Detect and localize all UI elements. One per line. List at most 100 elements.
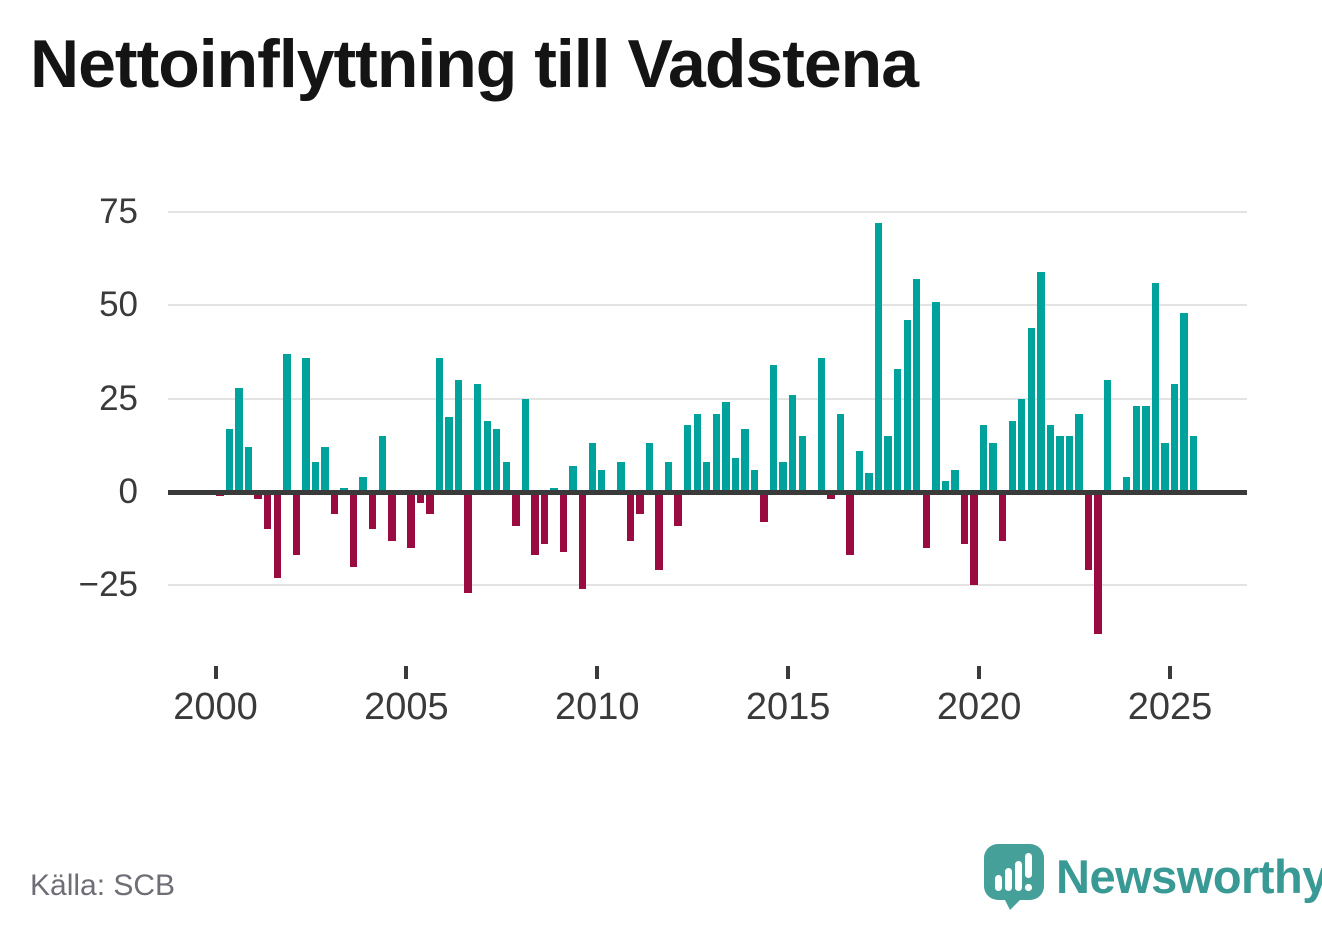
bar-2003Q1[interactable] [330, 492, 339, 515]
bar-2004Q2[interactable] [378, 436, 386, 492]
bar-2013Q2[interactable] [722, 402, 730, 492]
bar-2023Q2[interactable] [1103, 380, 1112, 492]
bar-2000Q2[interactable] [225, 428, 234, 492]
bar-2014Q1[interactable] [750, 469, 759, 492]
bar-2000Q3[interactable] [235, 387, 243, 492]
bar-2018Q3[interactable] [922, 492, 931, 548]
bar-2012Q2[interactable] [684, 424, 692, 492]
bar-2011Q1[interactable] [636, 492, 644, 515]
bar-2016Q1[interactable] [827, 492, 835, 500]
x-axis-tick-2010 [595, 666, 600, 679]
bar-2003Q3[interactable] [349, 492, 358, 567]
bar-2021Q1[interactable] [1018, 398, 1026, 492]
bar-2013Q1[interactable] [712, 413, 721, 492]
bar-2001Q1[interactable] [254, 492, 262, 500]
bar-2007Q1[interactable] [483, 421, 491, 492]
bar-2025Q2[interactable] [1180, 312, 1188, 492]
bar-2009Q1[interactable] [559, 492, 568, 552]
bar-2008Q2[interactable] [531, 492, 539, 556]
bar-2007Q2[interactable] [493, 428, 501, 492]
bar-2016Q3[interactable] [846, 492, 854, 556]
bar-2022Q2[interactable] [1065, 436, 1074, 492]
bar-2003Q4[interactable] [359, 477, 367, 492]
bar-2002Q1[interactable] [292, 492, 301, 556]
bar-2017Q2[interactable] [874, 223, 883, 492]
bar-2008Q3[interactable] [540, 492, 549, 545]
bar-2021Q4[interactable] [1046, 424, 1055, 492]
bar-2024Q4[interactable] [1161, 443, 1169, 492]
bar-2023Q4[interactable] [1123, 477, 1131, 492]
bar-2010Q3[interactable] [617, 462, 625, 492]
bar-2023Q1[interactable] [1094, 492, 1102, 634]
bar-2005Q3[interactable] [426, 492, 434, 515]
bar-2013Q3[interactable] [731, 458, 740, 492]
bar-2022Q3[interactable] [1075, 413, 1083, 492]
bar-2012Q1[interactable] [674, 492, 682, 526]
bar-2004Q1[interactable] [369, 492, 377, 530]
bar-2018Q2[interactable] [913, 279, 921, 492]
bar-2011Q4[interactable] [664, 462, 673, 492]
bar-2020Q3[interactable] [998, 492, 1007, 541]
bar-2018Q4[interactable] [932, 301, 940, 492]
bar-2006Q3[interactable] [464, 492, 472, 593]
bar-2021Q3[interactable] [1037, 271, 1045, 492]
bar-2016Q2[interactable] [836, 413, 845, 492]
bar-2017Q3[interactable] [884, 436, 892, 492]
bar-2024Q2[interactable] [1142, 406, 1150, 492]
bar-2025Q1[interactable] [1170, 383, 1179, 492]
bar-2012Q3[interactable] [693, 413, 701, 492]
bar-2011Q2[interactable] [645, 443, 654, 492]
bar-2021Q2[interactable] [1027, 327, 1036, 492]
bar-2019Q1[interactable] [941, 480, 950, 492]
bar-2006Q4[interactable] [474, 383, 482, 492]
bar-2004Q3[interactable] [388, 492, 396, 541]
bar-2002Q2[interactable] [302, 357, 310, 492]
bar-2019Q3[interactable] [960, 492, 969, 545]
bar-2009Q4[interactable] [588, 443, 596, 492]
bar-2009Q2[interactable] [569, 465, 577, 492]
bar-2022Q4[interactable] [1084, 492, 1093, 571]
bar-2017Q1[interactable] [865, 473, 873, 492]
bar-2025Q3[interactable] [1189, 436, 1198, 492]
bar-2014Q4[interactable] [779, 462, 787, 492]
bar-2008Q1[interactable] [521, 398, 530, 492]
bar-2010Q1[interactable] [598, 469, 606, 492]
bar-2000Q4[interactable] [244, 447, 253, 492]
bar-2015Q2[interactable] [798, 436, 806, 492]
bar-2002Q4[interactable] [321, 447, 329, 492]
bar-2007Q3[interactable] [502, 462, 511, 492]
bar-2024Q3[interactable] [1151, 283, 1160, 492]
bar-2001Q3[interactable] [273, 492, 281, 578]
bar-2006Q2[interactable] [454, 380, 463, 492]
bar-2015Q4[interactable] [817, 357, 826, 492]
bar-2005Q4[interactable] [435, 357, 444, 492]
bar-2009Q3[interactable] [579, 492, 587, 590]
bar-2006Q1[interactable] [445, 417, 453, 492]
bar-2014Q2[interactable] [760, 492, 768, 522]
bar-2013Q4[interactable] [741, 428, 749, 492]
bar-2014Q3[interactable] [769, 365, 778, 492]
bar-2019Q4[interactable] [970, 492, 978, 586]
bar-2016Q4[interactable] [855, 450, 864, 492]
bar-2007Q4[interactable] [512, 492, 520, 526]
bar-2017Q4[interactable] [893, 368, 902, 492]
bar-2001Q2[interactable] [264, 492, 272, 530]
bar-2005Q1[interactable] [407, 492, 415, 548]
bar-2024Q1[interactable] [1132, 406, 1140, 492]
bar-2002Q3[interactable] [311, 462, 320, 492]
bar-2010Q4[interactable] [626, 492, 635, 541]
bar-2018Q1[interactable] [903, 320, 911, 492]
bar-2001Q4[interactable] [283, 353, 291, 492]
bar-2020Q1[interactable] [979, 424, 988, 492]
bar-2022Q1[interactable] [1056, 436, 1064, 492]
newsworthy-logo[interactable]: Newsworthy [982, 842, 1322, 910]
bar-2019Q2[interactable] [951, 469, 959, 492]
x-axis-label-2000: 2000 [173, 686, 258, 728]
bar-2012Q4[interactable] [703, 462, 711, 492]
bar-2011Q3[interactable] [655, 492, 663, 571]
bar-2020Q2[interactable] [989, 443, 997, 492]
y-axis-label-75: 75 [99, 191, 138, 231]
bar-2005Q2[interactable] [416, 492, 425, 504]
bar-2020Q4[interactable] [1008, 421, 1016, 492]
bar-2015Q1[interactable] [789, 394, 797, 492]
